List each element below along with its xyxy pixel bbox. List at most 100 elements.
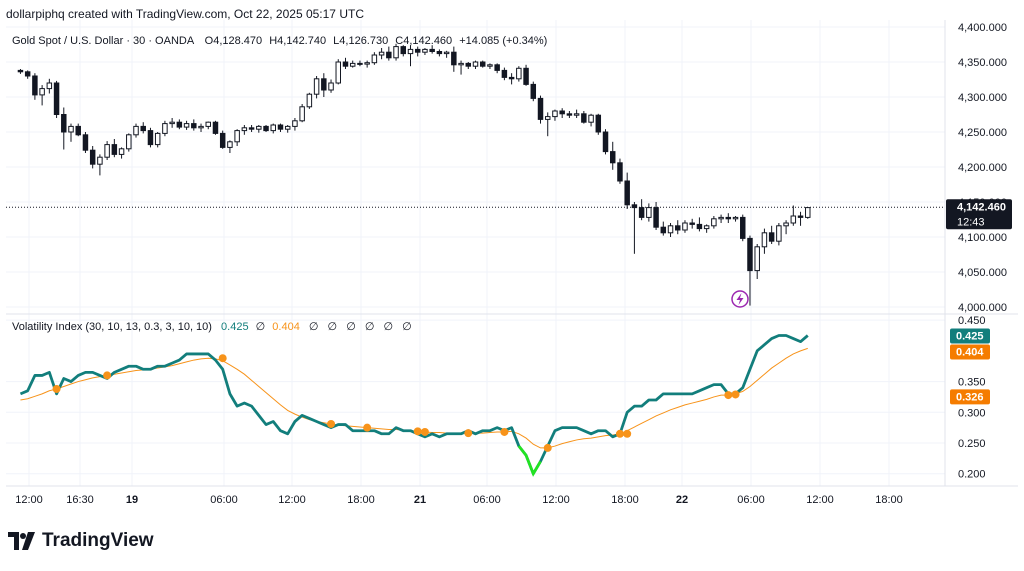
candle-body (414, 48, 421, 53)
crossover-dot (413, 427, 422, 436)
indicator-placeholder: ∅ (365, 321, 375, 333)
time-grid (28, 20, 890, 486)
candle-body (183, 123, 190, 128)
candle-body (378, 51, 385, 56)
low-label: L (333, 35, 339, 47)
candle-body (718, 216, 724, 220)
candle-body (46, 82, 53, 90)
candle-body (263, 125, 269, 132)
candle-body (89, 149, 96, 165)
volatility-axis-ticks: 0.450 0.350 0.300 0.250 0.200 (958, 315, 986, 481)
time-tick-label: 12:00 (542, 494, 570, 506)
candle-body (451, 51, 457, 66)
indicator-value-2: 0.404 (272, 321, 300, 333)
candle-body (768, 232, 775, 242)
volatility-low-segment (517, 445, 542, 477)
candle-body (111, 144, 118, 155)
time-tick-label: 12:00 (806, 494, 834, 506)
open-label: O (205, 35, 214, 47)
indicator-value-1: 0.425 (221, 321, 249, 333)
candle-body (797, 215, 804, 218)
candle-body (429, 48, 435, 53)
time-tick-label: 21 (414, 494, 426, 506)
candle-body (696, 223, 703, 230)
candle-body (313, 78, 320, 95)
candle-body (530, 83, 537, 99)
symbol-name: Gold Spot / U.S. Dollar · 30 · OANDA (12, 35, 195, 47)
candle-body (740, 216, 746, 239)
candle-body (465, 62, 472, 67)
candle-body (573, 113, 580, 116)
candle-body (133, 125, 139, 136)
candle-body (588, 114, 594, 123)
candle-body (162, 123, 168, 134)
indicator-placeholder: ∅ (346, 321, 356, 333)
close-label: C (395, 35, 403, 47)
candle-body (82, 134, 89, 151)
price-tick-label: 4,350.000 (958, 57, 1007, 69)
candle-body (104, 144, 110, 158)
candle-body (667, 225, 674, 234)
candle-body (494, 64, 500, 71)
candle-body (68, 125, 74, 133)
candle-body (472, 61, 479, 67)
indicator-placeholder: ∅ (256, 321, 266, 333)
indicator-badges: 0.425 0.404 0.326 (950, 328, 990, 405)
indicator-placeholder: ∅ (328, 321, 338, 333)
change-value: +14.085 (+0.34%) (459, 35, 547, 47)
candle-body (805, 207, 811, 218)
time-tick-label: 06:00 (473, 494, 501, 506)
volatility-tick-label: 0.450 (958, 315, 986, 327)
candle-body (140, 125, 146, 132)
candle-body (703, 225, 710, 230)
candle-body (761, 232, 768, 248)
price-tick-label: 4,200.000 (958, 162, 1007, 174)
candle-body (335, 61, 342, 84)
time-tick-label: 06:00 (737, 494, 765, 506)
candle-body (443, 51, 450, 55)
candle-body (660, 226, 667, 234)
volatility-tick-label: 0.350 (958, 377, 986, 389)
crossover-dot (500, 427, 509, 436)
lightning-icon[interactable] (731, 290, 749, 308)
candle-body (682, 222, 688, 231)
crossover-dot (363, 423, 372, 432)
candle-body (212, 121, 219, 134)
candle-body (732, 216, 739, 220)
time-tick-label: 19 (126, 494, 138, 506)
candle-body (169, 121, 175, 125)
crossover-dot (623, 429, 632, 438)
time-tick-label: 18:00 (347, 494, 375, 506)
brand-name: TradingView (42, 530, 154, 551)
candle-body (523, 67, 529, 85)
tradingview-logo-icon (8, 532, 35, 550)
candle-body (284, 125, 291, 130)
candle-body (501, 69, 508, 78)
candle-body (248, 127, 255, 130)
price-axis-ticks: 4,400.000 4,350.000 4,300.000 4,250.000 4,20… (958, 22, 1007, 314)
candle-body (270, 124, 276, 132)
crossover-dots (52, 354, 740, 452)
candle-body (646, 207, 652, 218)
candle-body (364, 62, 370, 65)
candle-body (17, 69, 24, 73)
crossover-dot (464, 429, 473, 438)
candle-body (602, 131, 609, 153)
low-value: 4,126.730 (339, 35, 388, 47)
time-tick-label: 16:30 (66, 494, 94, 506)
candlestick-series (17, 43, 811, 306)
tradingview-logo[interactable]: TradingView (8, 530, 154, 552)
candle-body (154, 132, 161, 146)
candle-body (126, 134, 132, 150)
candle-body (552, 110, 558, 118)
time-tick-label: 18:00 (875, 494, 903, 506)
crossover-dot (327, 419, 336, 428)
crossover-dot (52, 384, 61, 393)
candle-body (747, 237, 753, 272)
candle-body (559, 110, 565, 115)
signal-badge-value: 0.404 (956, 347, 984, 359)
candle-body (306, 93, 313, 108)
crossover-dot (731, 390, 740, 399)
candle-body (205, 121, 211, 127)
